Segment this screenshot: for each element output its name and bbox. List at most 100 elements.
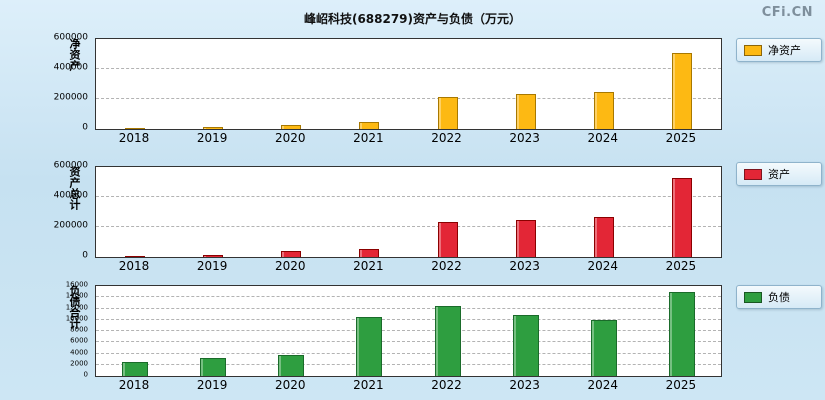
y-tick-label: 6000 <box>70 336 88 345</box>
net-assets-bar-2020 <box>281 124 302 129</box>
y-axis-ticks: 0 2000 4000 6000 8000 10000 12000 14000 16000 <box>0 280 91 378</box>
total-assets-bar-2025 <box>671 178 692 257</box>
y-tick-label: 10000 <box>65 314 88 323</box>
x-axis-label: 2019 <box>196 378 228 392</box>
bar-slot <box>565 39 643 129</box>
x-axis-labels: 2018 2019 2020 2021 2022 2023 2024 2025 <box>95 131 720 145</box>
bar-slot <box>409 286 487 376</box>
x-axis-label: 2019 <box>196 259 228 273</box>
y-tick-label: 600000 <box>53 160 88 171</box>
bar-slot <box>565 167 643 257</box>
bar-slot <box>643 167 721 257</box>
total-assets-bar-2021 <box>359 248 380 257</box>
x-axis-label: 2023 <box>509 131 540 145</box>
legend-label: 资产 <box>768 168 790 181</box>
x-axis-label: 2019 <box>196 131 228 145</box>
y-tick-label: 12000 <box>65 303 88 311</box>
x-axis-label: 2024 <box>587 378 619 392</box>
net-assets-bar-2021 <box>359 122 380 129</box>
x-axis-label: 2025 <box>665 131 697 145</box>
legend-swatch <box>744 168 762 180</box>
gridline <box>96 98 721 99</box>
total-assets-bar-2024 <box>593 216 614 257</box>
net-assets-bar-2024 <box>593 91 614 129</box>
x-axis-label: 2022 <box>431 131 462 145</box>
legend-label: 负债 <box>768 291 790 304</box>
gridline <box>96 307 721 309</box>
x-axis-label: 2025 <box>665 378 697 392</box>
bar-slot <box>330 286 408 376</box>
net-assets-bar-2019 <box>203 127 224 129</box>
net-assets-bar-2022 <box>437 96 458 129</box>
total-liabilities-bar-2024 <box>590 319 617 376</box>
total-assets-bar-2023 <box>515 219 536 257</box>
bar-slot <box>487 167 565 257</box>
y-tick-label: 400000 <box>53 190 88 201</box>
net-assets-chart: 净资产 0 200000 400000 600000 2018 2019 2020 2021… <box>0 33 825 150</box>
total-liabilities-bar-2025 <box>668 291 695 376</box>
y-axis-title: 负债合计 <box>68 285 81 329</box>
net-assets-bar-2025 <box>671 53 692 129</box>
legend-assets: 资产 <box>736 162 822 186</box>
bar-slot <box>330 167 408 257</box>
y-tick-label: 16000 <box>65 280 88 289</box>
net-assets-bar-2018 <box>125 127 146 129</box>
bar-slot <box>409 167 487 257</box>
legend-label: 净资产 <box>768 44 801 57</box>
bar-slot <box>487 39 565 129</box>
page-title: 峰岹科技(688279)资产与负债（万元） <box>303 12 522 26</box>
y-tick-label: 2000 <box>70 359 88 368</box>
plot-area <box>95 38 722 130</box>
x-axis-label: 2018 <box>118 131 150 145</box>
total-liabilities-bar-2020 <box>278 354 305 376</box>
total-liabilities-bar-2021 <box>356 316 383 376</box>
bar-slot <box>252 39 330 129</box>
x-axis-label: 2020 <box>275 378 306 392</box>
plot-area <box>95 285 722 377</box>
y-axis-ticks: 0 200000 400000 600000 <box>0 33 91 132</box>
x-axis-label: 2023 <box>509 259 540 273</box>
x-axis-label: 2022 <box>431 259 462 273</box>
y-tick-label: 0 <box>83 370 88 379</box>
bar-slot <box>330 39 408 129</box>
legend-swatch <box>744 291 762 303</box>
bar-slot <box>174 286 252 376</box>
x-axis-label: 2025 <box>665 259 697 273</box>
bars-container <box>96 39 721 129</box>
gridline <box>96 318 721 320</box>
gridline <box>96 330 721 331</box>
gridline <box>96 363 721 365</box>
y-tick-label: 0 <box>82 122 88 133</box>
x-axis-label: 2020 <box>275 259 306 273</box>
x-axis-label: 2020 <box>275 131 306 145</box>
total-liabilities-bar-2019 <box>200 358 227 376</box>
y-tick-label: 0 <box>82 250 88 261</box>
gridline <box>96 226 721 227</box>
bar-slot <box>487 286 565 376</box>
total-assets-bar-2018 <box>125 255 146 257</box>
total-liabilities-chart: 负债合计 0 2000 4000 6000 8000 10000 12000 14000 160… <box>0 280 825 397</box>
bar-slot <box>96 167 174 257</box>
bar-slot <box>96 39 174 129</box>
x-axis-label: 2021 <box>353 259 384 273</box>
bar-slot <box>643 39 721 129</box>
gridline <box>96 296 721 298</box>
y-tick-label: 400000 <box>53 62 88 73</box>
bar-slot <box>565 286 643 376</box>
x-axis-label: 2021 <box>353 378 384 392</box>
total-assets-bar-2019 <box>203 254 224 257</box>
bar-slot <box>252 167 330 257</box>
total-liabilities-bar-2023 <box>512 315 539 376</box>
total-liabilities-bar-2022 <box>434 305 461 376</box>
y-tick-label: 600000 <box>53 32 88 43</box>
x-axis-label: 2022 <box>431 378 462 392</box>
x-axis-label: 2021 <box>353 131 384 145</box>
x-axis-label: 2018 <box>118 259 150 273</box>
y-tick-label: 8000 <box>70 325 88 334</box>
bar-slot <box>174 39 252 129</box>
gridline <box>96 68 721 69</box>
gridline <box>96 341 721 343</box>
x-axis-labels: 2018 2019 2020 2021 2022 2023 2024 2025 <box>95 259 720 273</box>
x-axis-labels: 2018 2019 2020 2021 2022 2023 2024 2025 <box>95 378 720 392</box>
bars-container <box>96 167 721 257</box>
